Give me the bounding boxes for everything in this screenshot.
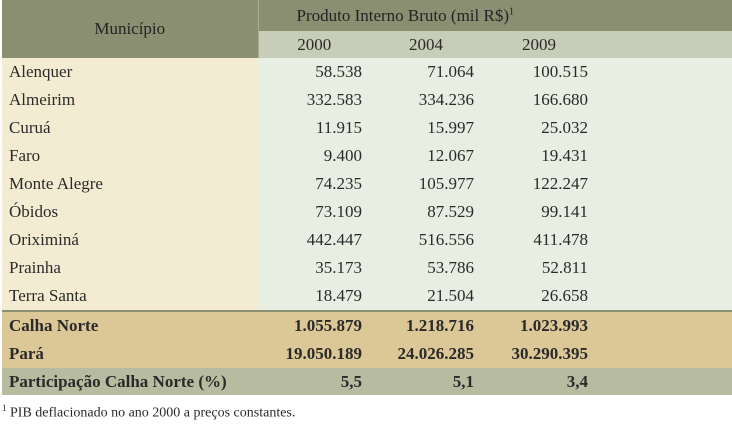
participation-label: Participação Calha Norte (%) bbox=[2, 368, 258, 395]
row-value-2000: 74.235 bbox=[258, 170, 370, 198]
row-value-2004: 87.529 bbox=[370, 198, 482, 226]
row-value-2000: 442.447 bbox=[258, 226, 370, 254]
footnote: 1 PIB deflacionado no ano 2000 a preços … bbox=[2, 403, 295, 422]
row-value-2004: 105.977 bbox=[370, 170, 482, 198]
table-row: Terra Santa 18.479 21.504 26.658 bbox=[2, 282, 732, 311]
table-row: Curuá 11.915 15.997 25.032 bbox=[2, 114, 732, 142]
row-municipio: Curuá bbox=[2, 114, 258, 142]
table-row: Prainha 35.173 53.786 52.811 bbox=[2, 254, 732, 282]
participation-fill bbox=[596, 368, 732, 395]
header-row-years: 2000 2004 2009 bbox=[2, 31, 732, 58]
row-value-2009: 26.658 bbox=[482, 282, 596, 311]
header-fill bbox=[596, 31, 732, 58]
header-year-2004: 2004 bbox=[370, 31, 482, 58]
row-value-2009: 100.515 bbox=[482, 58, 596, 86]
row-value-2009: 122.247 bbox=[482, 170, 596, 198]
table-row: Oriximiná 442.447 516.556 411.478 bbox=[2, 226, 732, 254]
participation-value-2000: 5,5 bbox=[258, 368, 370, 395]
row-value-2004: 12.067 bbox=[370, 142, 482, 170]
row-value-2004: 21.504 bbox=[370, 282, 482, 311]
row-municipio: Prainha bbox=[2, 254, 258, 282]
participation-value-2009: 3,4 bbox=[482, 368, 596, 395]
row-fill bbox=[596, 114, 732, 142]
total-value-2009: 30.290.395 bbox=[482, 340, 596, 368]
row-value-2004: 15.997 bbox=[370, 114, 482, 142]
table-row: Óbidos 73.109 87.529 99.141 bbox=[2, 198, 732, 226]
row-municipio: Alenquer bbox=[2, 58, 258, 86]
row-fill bbox=[596, 226, 732, 254]
header-year-2000: 2000 bbox=[258, 31, 370, 58]
header-produto: Produto Interno Bruto (mil R$)1 bbox=[258, 0, 732, 31]
gdp-table: Município Produto Interno Bruto (mil R$)… bbox=[2, 0, 732, 395]
header-row-top: Município Produto Interno Bruto (mil R$)… bbox=[2, 0, 732, 58]
row-value-2009: 99.141 bbox=[482, 198, 596, 226]
total-value-2009: 1.023.993 bbox=[482, 310, 596, 340]
row-value-2000: 73.109 bbox=[258, 198, 370, 226]
header-produto-label: Produto Interno Bruto (mil R$) bbox=[296, 5, 509, 25]
total-value-2004: 24.026.285 bbox=[370, 340, 482, 368]
footnote-mark: 1 bbox=[2, 403, 7, 413]
row-municipio: Terra Santa bbox=[2, 282, 258, 311]
row-municipio: Oriximiná bbox=[2, 226, 258, 254]
total-fill bbox=[596, 310, 732, 340]
row-value-2000: 58.538 bbox=[258, 58, 370, 86]
row-value-2000: 35.173 bbox=[258, 254, 370, 282]
row-value-2004: 71.064 bbox=[370, 58, 482, 86]
row-municipio: Almeirim bbox=[2, 86, 258, 114]
total-label: Calha Norte bbox=[2, 310, 258, 340]
row-value-2004: 53.786 bbox=[370, 254, 482, 282]
row-fill bbox=[596, 86, 732, 114]
row-fill bbox=[596, 198, 732, 226]
row-municipio: Faro bbox=[2, 142, 258, 170]
footnote-text: PIB deflacionado no ano 2000 a preços co… bbox=[6, 405, 296, 421]
row-value-2009: 19.431 bbox=[482, 142, 596, 170]
row-value-2009: 25.032 bbox=[482, 114, 596, 142]
row-value-2009: 166.680 bbox=[482, 86, 596, 114]
header-produto-footnote-mark: 1 bbox=[508, 5, 514, 17]
row-value-2004: 334.236 bbox=[370, 86, 482, 114]
table-row: Monte Alegre 74.235 105.977 122.247 bbox=[2, 170, 732, 198]
row-fill bbox=[596, 254, 732, 282]
row-fill bbox=[596, 58, 732, 86]
total-label: Pará bbox=[2, 340, 258, 368]
total-value-2004: 1.218.716 bbox=[370, 310, 482, 340]
total-value-2000: 1.055.879 bbox=[258, 310, 370, 340]
total-value-2000: 19.050.189 bbox=[258, 340, 370, 368]
row-value-2000: 9.400 bbox=[258, 142, 370, 170]
total-fill bbox=[596, 340, 732, 368]
row-value-2009: 411.478 bbox=[482, 226, 596, 254]
row-value-2009: 52.811 bbox=[482, 254, 596, 282]
total-row-calha-norte: Calha Norte 1.055.879 1.218.716 1.023.99… bbox=[2, 310, 732, 340]
row-fill bbox=[596, 170, 732, 198]
participation-row: Participação Calha Norte (%) 5,5 5,1 3,4 bbox=[2, 368, 732, 395]
table-row: Alenquer 58.538 71.064 100.515 bbox=[2, 58, 732, 86]
header-municipio: Município bbox=[2, 0, 259, 58]
table-row: Faro 9.400 12.067 19.431 bbox=[2, 142, 732, 170]
table-row: Almeirim 332.583 334.236 166.680 bbox=[2, 86, 732, 114]
row-municipio: Monte Alegre bbox=[2, 170, 258, 198]
header-year-2009: 2009 bbox=[482, 31, 596, 58]
row-municipio: Óbidos bbox=[2, 198, 258, 226]
row-value-2004: 516.556 bbox=[370, 226, 482, 254]
row-value-2000: 332.583 bbox=[258, 86, 370, 114]
row-value-2000: 11.915 bbox=[258, 114, 370, 142]
row-fill bbox=[596, 282, 732, 311]
participation-value-2004: 5,1 bbox=[370, 368, 482, 395]
row-fill bbox=[596, 142, 732, 170]
total-row-para: Pará 19.050.189 24.026.285 30.290.395 bbox=[2, 340, 732, 368]
row-value-2000: 18.479 bbox=[258, 282, 370, 311]
